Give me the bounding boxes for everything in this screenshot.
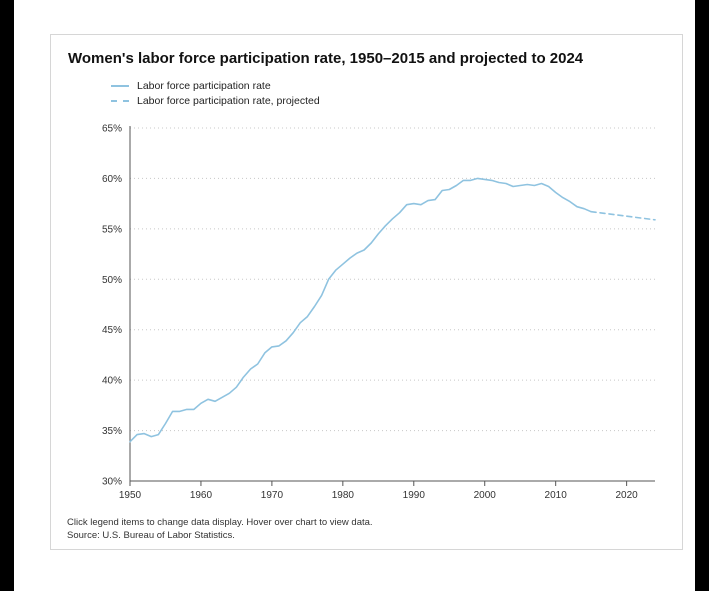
x-tick-label: 1980 xyxy=(332,490,355,501)
x-tick-label: 1950 xyxy=(119,490,142,501)
legend-label-actual: Labor force participation rate xyxy=(137,79,271,92)
chart-card: Women's labor force participation rate, … xyxy=(14,0,695,591)
y-tick-label: 65% xyxy=(102,124,122,135)
y-tick-label: 30% xyxy=(102,477,122,488)
x-tick-label: 1960 xyxy=(190,490,213,501)
x-tick-label: 2000 xyxy=(474,490,497,501)
legend-label-projected: Labor force participation rate, projecte… xyxy=(137,94,320,107)
chart-plot[interactable]: 30% 35% 40% 45% 50% 55% 60% 65% 1950 1960 1970 1980… xyxy=(51,35,684,515)
interaction-note: Click legend items to change data displa… xyxy=(67,517,373,528)
y-tick-label: 60% xyxy=(102,174,122,185)
x-tick-label: 1970 xyxy=(261,490,284,501)
legend-swatch-solid xyxy=(111,84,129,87)
legend-swatch-dashed xyxy=(111,99,129,102)
legend-item-projected[interactable]: Labor force participation rate, projecte… xyxy=(111,93,320,108)
source-note: Source: U.S. Bureau of Labor Statistics. xyxy=(67,530,235,541)
y-tick-label: 55% xyxy=(102,224,122,235)
chart-title: Women's labor force participation rate, … xyxy=(68,50,584,67)
y-tick-label: 40% xyxy=(102,376,122,387)
series-line-actual xyxy=(129,177,592,443)
x-tick-label: 2010 xyxy=(545,490,568,501)
chart-legend: Labor force participation rate Labor for… xyxy=(111,78,320,108)
x-tick-label: 2020 xyxy=(615,490,638,501)
x-tick-label: 1990 xyxy=(403,490,426,501)
chart-panel: Women's labor force participation rate, … xyxy=(50,34,683,550)
legend-item-actual[interactable]: Labor force participation rate xyxy=(111,78,320,93)
y-tick-label: 45% xyxy=(102,325,122,336)
y-tick-label: 35% xyxy=(102,426,122,437)
series-line-projected xyxy=(590,210,656,221)
y-tick-label: 50% xyxy=(102,275,122,286)
